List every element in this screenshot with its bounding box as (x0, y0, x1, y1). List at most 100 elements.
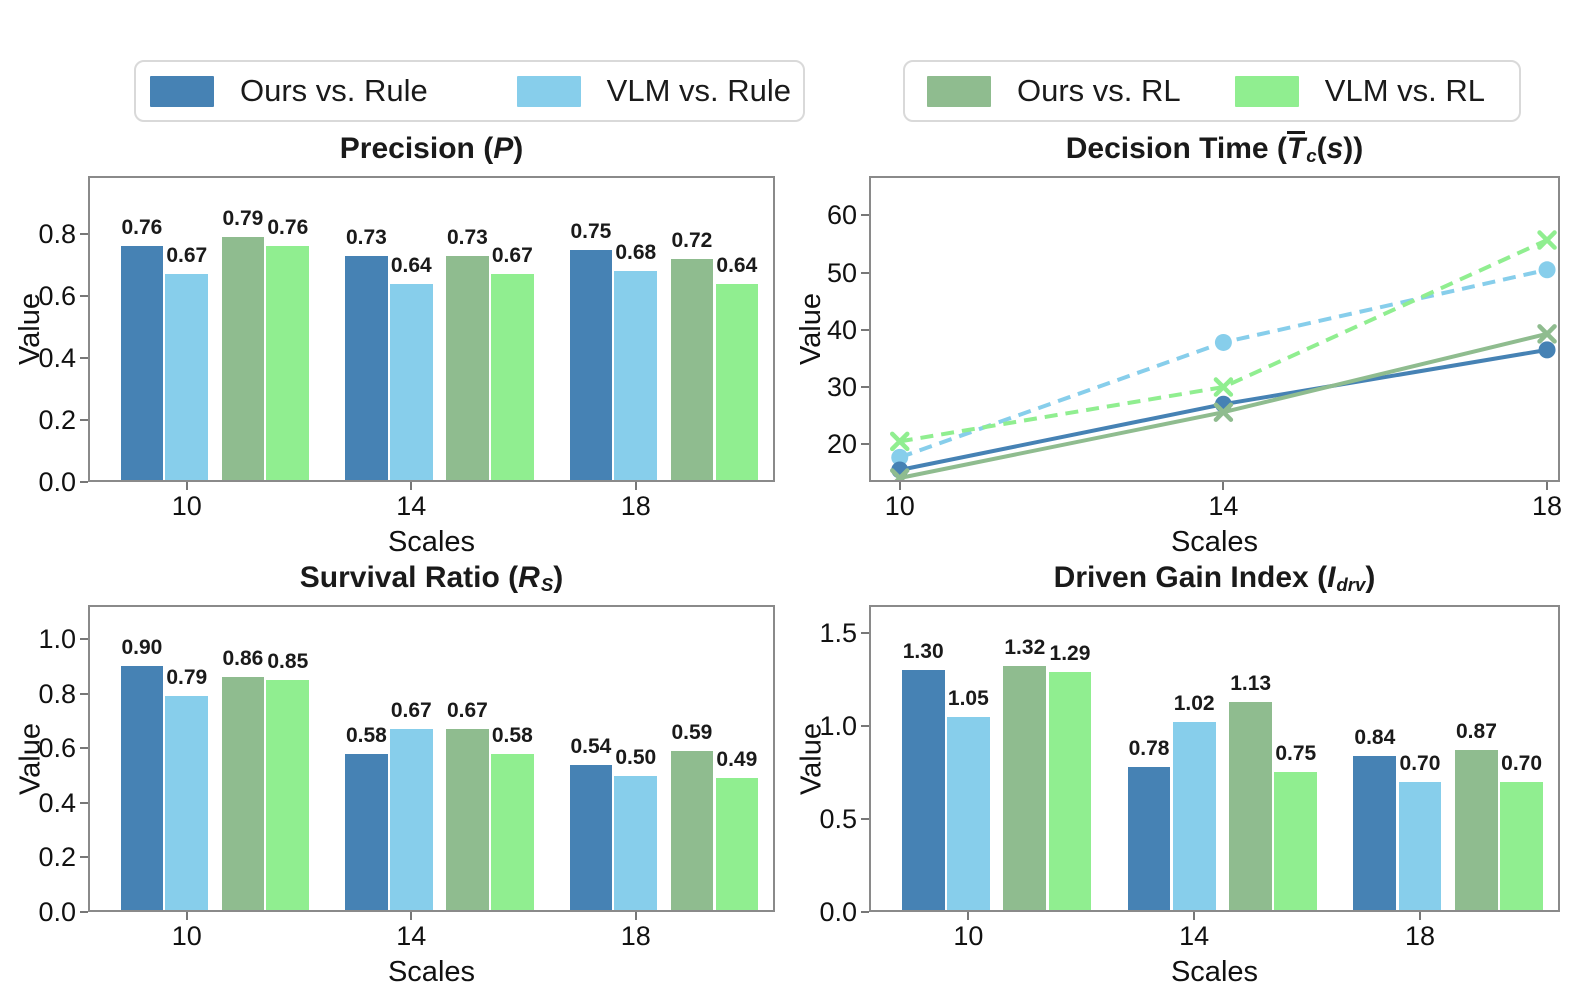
title-segment: Precision ( (339, 132, 494, 165)
bar-value-label: 0.85 (267, 650, 309, 674)
precision-xtickmark (410, 482, 413, 490)
driven-gain-index-ytick: 1.5 (819, 617, 857, 648)
bar-precision (490, 274, 534, 482)
decision-time-xtickmark (1222, 482, 1225, 490)
survival-ratio-ytick: 0.8 (38, 678, 76, 709)
precision-xtickmark (185, 482, 188, 490)
bar-value-label: 0.67 (390, 699, 432, 723)
decision-time-xtick: 14 (1208, 491, 1239, 521)
title-segment: ( (1316, 132, 1327, 165)
driven-gain-index-ytick: 0.0 (819, 897, 857, 927)
decision-time-xtickmark (898, 482, 901, 490)
driven-gain-index-ytick: 0.5 (819, 803, 857, 834)
title-segment: S (540, 574, 554, 596)
survival-ratio-xtick: 10 (171, 921, 202, 951)
legend-label: Ours vs. Rule (240, 73, 428, 108)
bar-driven-gain-index (1048, 671, 1092, 912)
driven-gain-index-xtick: 18 (1404, 921, 1435, 951)
bar-value-label: 0.76 (267, 216, 309, 240)
bar-value-label: 0.54 (570, 734, 612, 758)
survival-ratio-ytick: 0.0 (38, 897, 76, 927)
bar-value-label: 0.49 (716, 748, 758, 772)
precision-title: Precision (P) (88, 128, 775, 170)
bar-precision (266, 246, 310, 482)
bar-value-label: 1.13 (1230, 671, 1272, 695)
survival-ratio-ytick: 0.6 (38, 733, 76, 764)
title-segment: T (1286, 131, 1306, 165)
bar-survival-ratio (221, 677, 265, 912)
survival-ratio-ytickmark (80, 801, 88, 804)
driven-gain-index-ylabel: Value (795, 722, 827, 795)
title-segment: ) (553, 561, 564, 594)
precision-ytickmark (80, 481, 88, 483)
bar-survival-ratio (614, 775, 658, 912)
legend-item: VLM vs. RL (1234, 73, 1485, 109)
bar-driven-gain-index (1454, 750, 1498, 912)
x-marker (1537, 324, 1557, 344)
bar-driven-gain-index (1274, 772, 1318, 912)
legend-vs-rule: Ours vs. Rule VLM vs. Rule (134, 60, 805, 122)
bar-value-label: 0.90 (121, 636, 163, 660)
bar-value-label: 0.73 (345, 225, 387, 249)
bar-value-label: 1.30 (902, 640, 944, 664)
legend-swatch-ours-vs-rule (150, 75, 214, 107)
survival-ratio-ytick: 0.4 (38, 787, 76, 818)
survival-ratio-xtickmark (410, 912, 413, 920)
circle-marker (1214, 333, 1232, 351)
bar-driven-gain-index (1172, 722, 1216, 912)
bar-value-label: 0.68 (615, 241, 657, 265)
decision-time-ytickmark (861, 271, 869, 274)
legend-label: VLM vs. Rule (606, 73, 791, 108)
x-marker (889, 431, 910, 452)
survival-ratio-xtick: 18 (620, 921, 651, 951)
bar-value-label: 1.32 (1004, 636, 1046, 660)
bar-value-label: 0.75 (1275, 742, 1317, 766)
bar-driven-gain-index (1353, 755, 1397, 912)
decision-time-plot (889, 230, 1557, 482)
survival-ratio-xtick: 14 (396, 921, 427, 951)
bar-precision (569, 249, 613, 482)
circle-marker (1538, 341, 1556, 359)
decision-time-ytickmark (861, 386, 869, 389)
bar-driven-gain-index (1003, 666, 1047, 912)
bar-precision (715, 283, 759, 482)
precision-ytick: 0.8 (38, 219, 76, 250)
legend-swatch-ours-vs-rl (927, 75, 991, 107)
decision-time-ytick: 60 (826, 200, 857, 231)
driven-gain-index-xtick: 10 (953, 921, 984, 951)
bar-survival-ratio (715, 778, 759, 912)
bar-survival-ratio (670, 750, 714, 912)
bar-precision (165, 274, 209, 482)
precision-ytick: 0.0 (38, 467, 76, 497)
precision-xtickmark (634, 482, 637, 490)
title-segment: ) (1365, 561, 1376, 594)
decision-time-ytick: 20 (826, 429, 857, 460)
precision-xlabel: Scales (387, 526, 476, 558)
bar-value-label: 0.86 (222, 647, 264, 671)
bar-value-label: 1.05 (947, 686, 989, 710)
bar-value-label: 0.50 (615, 745, 657, 769)
driven-gain-index-xlabel: Scales (1170, 956, 1259, 988)
bar-value-label: 0.67 (491, 244, 533, 268)
bar-precision (446, 255, 489, 482)
title-segment: P (493, 132, 514, 165)
bar-value-label: 0.79 (222, 207, 264, 231)
bar-survival-ratio (569, 764, 613, 912)
bar-driven-gain-index (1229, 701, 1273, 912)
bar-precision (614, 271, 658, 482)
circle-marker (1538, 261, 1556, 279)
survival-ratio-ytickmark (80, 638, 88, 641)
driven-gain-index-xtickmark (1418, 912, 1421, 920)
survival-ratio-ytick: 0.2 (38, 842, 76, 873)
bar-survival-ratio (345, 753, 388, 912)
decision-time-xtickmark (1546, 482, 1549, 490)
decision-time-ytick: 30 (826, 372, 857, 403)
survival-ratio-ytick: 1.0 (38, 624, 76, 655)
bar-driven-gain-index (1127, 766, 1171, 912)
bar-value-label: 0.58 (345, 723, 387, 747)
bar-precision (389, 283, 433, 482)
survival-ratio-xlabel: Scales (387, 956, 476, 988)
bar-driven-gain-index (1398, 781, 1442, 912)
x-marker (1537, 230, 1557, 250)
bar-survival-ratio (490, 753, 534, 912)
